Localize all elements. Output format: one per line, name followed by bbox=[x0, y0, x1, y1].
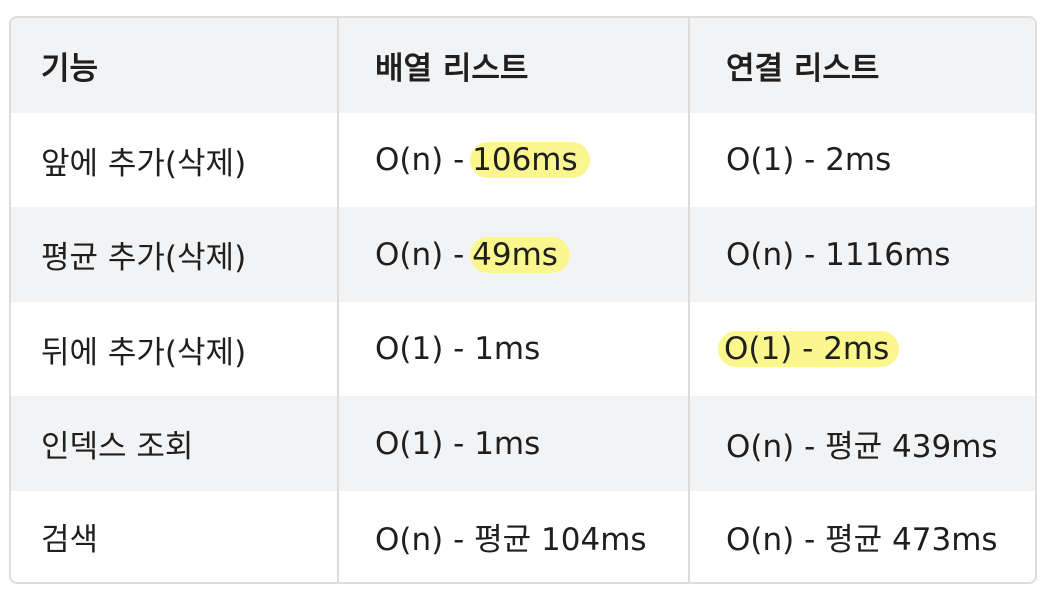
row-1-feature: 앞에 추가(삭제) bbox=[11, 113, 339, 207]
row-2-array-cell: O(n) - 49ms bbox=[339, 207, 690, 302]
comparison-table: 기능 배열 리스트 연결 리스트 앞에 추가(삭제) O(n) - 106ms … bbox=[9, 16, 1037, 584]
row-5-feature: 검색 bbox=[11, 491, 339, 582]
header-array-list: 배열 리스트 bbox=[339, 18, 690, 113]
row-4-array-cell: O(1) - 1ms bbox=[339, 396, 690, 491]
row-2-array-prefix: O(n) - bbox=[375, 236, 475, 273]
row-1-array-cell: O(n) - 106ms bbox=[339, 113, 690, 207]
row-3-array-cell: O(1) - 1ms bbox=[339, 302, 690, 396]
header-linked-list: 연결 리스트 bbox=[690, 18, 1035, 113]
row-3-feature: 뒤에 추가(삭제) bbox=[11, 302, 339, 396]
row-3-linked-cell: O(1) - 2ms bbox=[690, 302, 1035, 396]
row-3-linked-highlight: O(1) - 2ms bbox=[718, 331, 900, 367]
row-1-linked-cell: O(1) - 2ms bbox=[690, 113, 1035, 207]
row-2-linked-cell: O(n) - 1116ms bbox=[690, 207, 1035, 302]
row-4-feature: 인덱스 조회 bbox=[11, 396, 339, 491]
row-4-linked-cell: O(n) - 평균 439ms bbox=[690, 396, 1035, 491]
row-2-feature: 평균 추가(삭제) bbox=[11, 207, 339, 302]
row-1-array-highlight: 106ms bbox=[470, 142, 590, 178]
header-feature: 기능 bbox=[11, 18, 339, 113]
row-5-array-cell: O(n) - 평균 104ms bbox=[339, 491, 690, 582]
row-5-linked-cell: O(n) - 평균 473ms bbox=[690, 491, 1035, 582]
table-grid: 기능 배열 리스트 연결 리스트 앞에 추가(삭제) O(n) - 106ms … bbox=[11, 18, 1035, 582]
row-1-array-prefix: O(n) - bbox=[375, 142, 475, 178]
row-2-array-highlight: 49ms bbox=[470, 236, 570, 273]
